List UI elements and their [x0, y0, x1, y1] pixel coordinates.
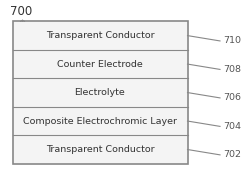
- Text: 704: 704: [223, 122, 241, 131]
- Bar: [12, 21, 188, 164]
- Text: 708: 708: [223, 65, 241, 74]
- Text: 700: 700: [10, 5, 32, 18]
- Text: Electrolyte: Electrolyte: [74, 88, 125, 97]
- Text: Counter Electrode: Counter Electrode: [57, 60, 143, 69]
- Text: 706: 706: [223, 93, 241, 102]
- Text: 710: 710: [223, 36, 241, 45]
- Text: 702: 702: [223, 150, 241, 159]
- Text: Transparent Conductor: Transparent Conductor: [46, 145, 154, 154]
- Text: Composite Electrochromic Layer: Composite Electrochromic Layer: [23, 117, 177, 125]
- Text: Transparent Conductor: Transparent Conductor: [46, 31, 154, 40]
